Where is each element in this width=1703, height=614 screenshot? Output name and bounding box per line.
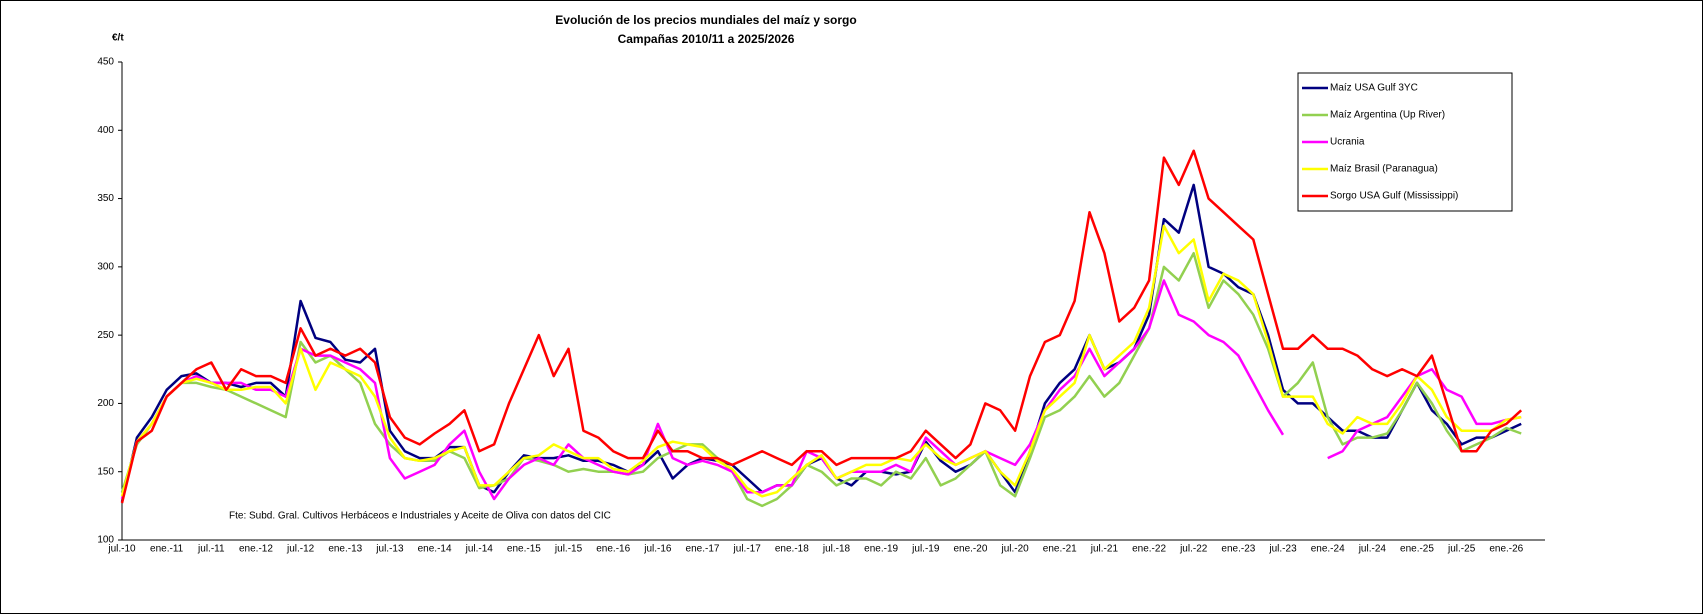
x-tick-label: ene.-20 [953,544,987,555]
x-tick-label: ene.-11 [150,544,184,555]
y-tick-label: 350 [97,193,114,204]
legend-label: Ucrania [1330,137,1365,148]
series-line [120,224,1522,498]
x-tick-label: ene.-22 [1132,544,1166,555]
y-tick-label: 150 [97,466,114,477]
x-tick-label: jul.-16 [643,544,672,555]
source-note: Fte: Subd. Gral. Cultivos Herbáceos e In… [229,511,611,522]
x-tick-label: ene.-21 [1043,544,1077,555]
x-tick-label: jul.-22 [1179,544,1208,555]
x-tick-label: jul.-15 [554,544,583,555]
x-tick-label: jul.-11 [197,544,225,555]
x-tick-label: jul.-10 [107,544,136,555]
x-tick-label: ene.-12 [239,544,273,555]
x-tick-label: ene.-14 [418,544,452,555]
x-tick-label: jul.-19 [911,544,940,555]
x-tick-label: jul.-18 [822,544,851,555]
x-tick-label: ene.-17 [686,544,720,555]
x-tick-label: jul.-23 [1268,544,1297,555]
x-tick-label: ene.-25 [1400,544,1434,555]
x-tick-label: jul.-13 [375,544,404,555]
x-tick-label: ene.-15 [507,544,541,555]
x-tick-label: jul.-24 [1358,544,1387,555]
x-tick-label: ene.-19 [864,544,898,555]
y-tick-label: 300 [97,261,114,272]
x-tick-label: ene.-23 [1221,544,1255,555]
x-tick-label: jul.-20 [1000,544,1029,555]
legend-label: Sorgo USA Gulf (Mississippi) [1330,191,1458,202]
y-tick-label: 400 [97,125,114,136]
legend-label: Maíz Brasil (Paranagua) [1330,164,1438,175]
x-tick-label: ene.-26 [1489,544,1523,555]
y-tick-label: 250 [97,330,114,341]
x-tick-label: jul.-12 [286,544,315,555]
y-axis-label: €/t [112,33,124,44]
legend-box [1297,72,1513,212]
x-tick-label: ene.-13 [328,544,362,555]
legend-label: Maíz USA Gulf 3YC [1330,83,1418,94]
x-tick-label: jul.-21 [1090,544,1119,555]
x-tick-label: jul.-25 [1447,544,1476,555]
y-tick-label: 100 [97,535,114,546]
x-tick-label: ene.-18 [775,544,809,555]
x-tick-label: ene.-16 [596,544,630,555]
legend-label: Maíz Argentina (Up River) [1330,110,1445,121]
chart-title: Evolución de los precios mundiales del m… [555,13,856,27]
x-tick-label: ene.-24 [1311,544,1345,555]
series-line [120,149,1523,504]
series-line [120,251,1522,508]
chart-subtitle: Campañas 2010/11 a 2025/2026 [618,32,795,46]
x-tick-label: jul.-14 [465,544,494,555]
x-tick-label: jul.-17 [733,544,762,555]
y-tick-label: 450 [97,57,114,68]
y-tick-label: 200 [97,398,114,409]
